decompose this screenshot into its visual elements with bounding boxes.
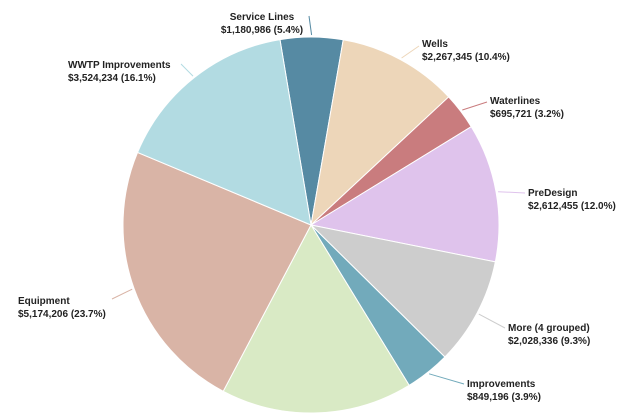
pie-slice-wells[interactable] <box>310 39 450 227</box>
slice-label-predesign: PreDesign <box>528 188 577 199</box>
pie-slices <box>122 36 500 414</box>
slice-value-service-lines: $1,180,986 (5.4%) <box>221 25 303 36</box>
slice-label-service-lines: Service Lines <box>230 12 295 23</box>
pie-slice-equipment[interactable] <box>122 151 312 392</box>
slice-label-more-4-grouped: More (4 grouped) <box>508 323 590 334</box>
slice-label-wwtp-improvements: WWTP Improvements <box>68 60 171 71</box>
slice-label-wells: Wells <box>422 39 448 50</box>
slice-value-waterlines: $695,721 (3.2%) <box>490 109 564 120</box>
slice-value-predesign: $2,612,455 (12.0%) <box>528 201 616 212</box>
slice-label-improvements: Improvements <box>467 379 536 390</box>
slice-value-improvements: $849,196 (3.9%) <box>467 392 541 403</box>
leader-line-more-4-grouped <box>478 313 506 329</box>
leader-line-waterlines <box>462 101 488 111</box>
pie-slice-predesign[interactable] <box>309 126 500 263</box>
leader-line-service-lines <box>308 15 313 36</box>
leader-line-equipment <box>111 288 133 300</box>
leader-lines <box>111 15 526 385</box>
slice-value-more-4-grouped: $2,028,336 (9.3%) <box>508 336 590 347</box>
leader-line-predesign <box>498 191 526 194</box>
slice-value-wells: $2,267,345 (10.4%) <box>422 52 510 63</box>
leader-line-improvements <box>428 373 465 385</box>
pie-slice-more-4-grouped[interactable] <box>309 224 496 358</box>
leader-line-wells <box>401 45 420 59</box>
pie-slice-slice-6[interactable] <box>222 223 410 414</box>
leader-line-wwtp-improvements <box>180 63 194 77</box>
pie-slice-wwtp-improvements[interactable] <box>136 39 312 226</box>
slice-label-equipment: Equipment <box>18 296 70 307</box>
slice-label-waterlines: Waterlines <box>490 96 541 107</box>
slice-value-equipment: $5,174,206 (23.7%) <box>18 309 106 320</box>
slice-labels: Service Lines $1,180,986 (5.4%) Wells $2,26… <box>18 12 616 403</box>
slice-value-wwtp-improvements: $3,524,234 (16.1%) <box>68 73 156 84</box>
